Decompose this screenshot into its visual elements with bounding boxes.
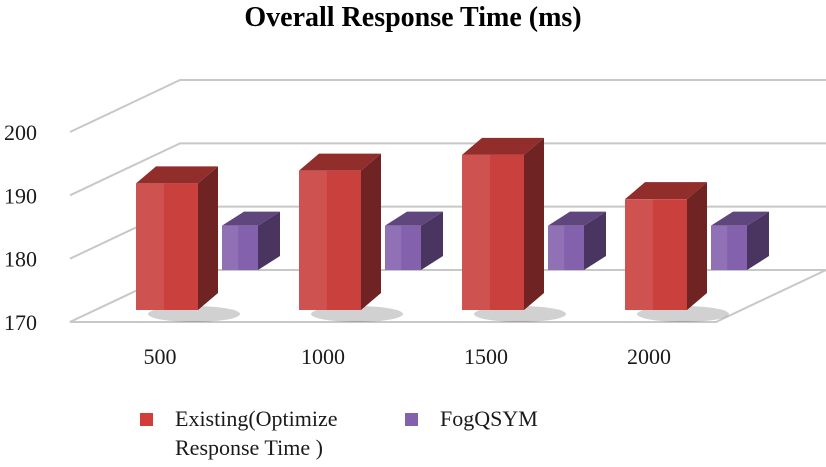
legend-label-existing: Existing(Optimize Response Time ) — [175, 406, 338, 460]
y-tick-label: 200 — [4, 120, 37, 145]
bar-existing-2000-front — [625, 199, 687, 310]
bar-fogqsym-2000-highlight — [711, 225, 728, 270]
bar-existing-1500-front — [462, 154, 524, 310]
bar-existing-1500-highlight — [462, 154, 490, 310]
bar-existing-2000 — [625, 182, 707, 310]
bar-fogqsym-500 — [222, 211, 280, 270]
bar-fogqsym-1000-top — [385, 211, 443, 226]
bar-existing-1500 — [462, 137, 544, 310]
legend-swatch-existing — [140, 413, 153, 426]
x-tick-label: 1000 — [301, 344, 345, 369]
bar-fogqsym-500-top — [222, 211, 280, 226]
bar-existing-2000-top — [625, 182, 707, 200]
bar-existing-1000-top — [299, 153, 381, 171]
bar-existing-1000-side — [361, 153, 381, 310]
bar-existing-2000-side — [687, 182, 707, 310]
bar-fogqsym-1500-highlight — [548, 225, 565, 270]
y-tick-label: 190 — [4, 183, 37, 208]
y-axis-ticks: 170 180 190 200 — [4, 120, 37, 335]
bar-fogqsym-500-side — [258, 211, 280, 270]
bar-existing-1000-front — [299, 170, 361, 310]
bar-fogqsym-1500 — [548, 211, 606, 270]
bar-fogqsym-1500-front — [548, 225, 584, 270]
bar-existing-1500-side — [524, 137, 544, 310]
bar-fogqsym-500-highlight — [222, 225, 239, 270]
bar-existing-1000 — [299, 153, 381, 310]
bar-fogqsym-2000-top — [711, 211, 769, 226]
fogqsym-bars — [222, 211, 769, 270]
bar-fogqsym-1000 — [385, 211, 443, 270]
bar-existing-500-highlight — [136, 183, 164, 310]
bar-existing-1500-top — [462, 137, 544, 155]
bar-existing-500-front — [136, 183, 198, 310]
bar-fogqsym-1500-side — [584, 211, 606, 270]
x-axis-ticks: 500 1000 1500 2000 — [144, 344, 672, 369]
legend-swatch-fogqsym — [405, 413, 418, 426]
bar-fogqsym-1000-side — [421, 211, 443, 270]
bar-fogqsym-2000-front — [711, 225, 747, 270]
bar-existing-2000-highlight — [625, 199, 653, 310]
chart-title: Overall Response Time (ms) — [244, 2, 582, 33]
bar-existing-500-side — [198, 166, 218, 310]
x-tick-label: 500 — [144, 344, 177, 369]
existing-bars — [136, 137, 729, 322]
x-tick-label: 2000 — [627, 344, 671, 369]
gridline — [69, 79, 826, 133]
bar-fogqsym-2000-side — [747, 211, 769, 270]
bar-existing-500-top — [136, 166, 218, 184]
legend-item-existing: Existing(Optimize Response Time ) — [140, 404, 390, 462]
bar-existing-500 — [136, 166, 218, 310]
bar-fogqsym-1500-top — [548, 211, 606, 226]
y-tick-label: 170 — [4, 310, 37, 335]
bar-fogqsym-500-front — [222, 225, 258, 270]
legend-item-fogqsym: FogQSYM — [405, 404, 538, 433]
y-tick-label: 180 — [4, 247, 37, 272]
legend-label-fogqsym: FogQSYM — [440, 406, 538, 431]
bar-fogqsym-1000-highlight — [385, 225, 402, 270]
gridline — [69, 142, 826, 197]
bar-fogqsym-1000-front — [385, 225, 421, 270]
bar-fogqsym-2000 — [711, 211, 769, 270]
bar-existing-1000-highlight — [299, 170, 327, 310]
x-tick-label: 1500 — [464, 344, 508, 369]
